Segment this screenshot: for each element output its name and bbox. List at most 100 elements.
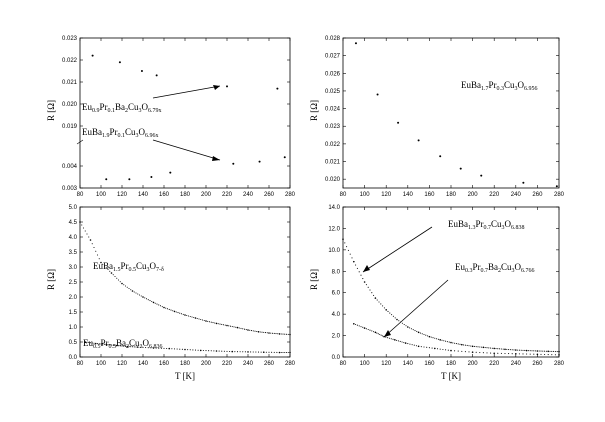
data-point	[130, 346, 132, 348]
data-point	[515, 352, 517, 355]
data-point	[139, 346, 141, 348]
data-point	[128, 346, 130, 348]
data-point	[392, 338, 394, 340]
data-point	[353, 260, 355, 263]
data-point	[263, 331, 265, 333]
data-point	[232, 162, 235, 165]
data-point	[210, 321, 212, 323]
data-point	[480, 174, 483, 177]
data-point	[218, 350, 220, 352]
data-point	[535, 350, 537, 352]
data-point	[202, 349, 204, 352]
data-point	[154, 302, 156, 304]
data-point	[515, 349, 517, 351]
data-point	[419, 332, 421, 334]
data-point	[502, 348, 504, 350]
data-point	[133, 291, 135, 293]
y-tick-label: 0.021	[325, 160, 341, 166]
annotation-label: EuBa1.3Pr0.7Cu3O6.838	[448, 219, 525, 231]
x-tick-label: 180	[446, 192, 457, 198]
data-point	[407, 326, 409, 328]
data-point	[486, 347, 488, 349]
data-point	[396, 339, 398, 341]
data-point	[376, 93, 379, 96]
data-point	[414, 330, 416, 332]
data-point	[247, 329, 249, 331]
data-point	[428, 335, 431, 338]
data-point	[257, 351, 260, 353]
data-point	[260, 351, 262, 353]
y-tick-label: 0.026	[325, 71, 341, 77]
data-point	[471, 351, 474, 353]
data-point	[100, 343, 102, 345]
data-point	[89, 342, 92, 344]
data-point	[149, 300, 151, 302]
data-point	[398, 320, 400, 322]
data-point	[457, 343, 459, 345]
data-point	[289, 351, 291, 354]
data-point	[249, 329, 251, 331]
data-point	[126, 286, 128, 288]
y-tick-label: 0.027	[325, 54, 341, 60]
data-point	[358, 271, 360, 273]
data-point	[443, 340, 445, 342]
data-point	[114, 275, 116, 278]
data-point	[151, 300, 153, 303]
data-point	[184, 348, 186, 351]
y-tick-label: 10.0	[328, 248, 340, 254]
data-point	[508, 348, 510, 351]
data-point	[150, 347, 152, 349]
data-point	[140, 295, 142, 297]
plot-frame	[342, 37, 560, 189]
data-point	[124, 285, 127, 287]
x-tick-label: 180	[180, 361, 191, 367]
data-point	[275, 333, 277, 335]
data-point	[98, 258, 100, 260]
data-point	[160, 347, 162, 349]
data-point	[280, 333, 282, 335]
data-point	[477, 346, 479, 348]
data-point	[194, 349, 197, 351]
data-point	[470, 345, 472, 347]
data-point	[493, 352, 496, 355]
x-tick-label: 140	[403, 361, 414, 367]
data-point	[430, 336, 432, 338]
data-point	[497, 352, 499, 354]
data-point	[221, 350, 223, 352]
data-point	[273, 332, 275, 335]
data-point	[235, 326, 237, 328]
x-tick-label: 180	[180, 192, 191, 198]
data-point	[417, 139, 420, 142]
data-point	[524, 349, 526, 352]
data-point	[131, 346, 134, 348]
y-tick-label: 14.0	[328, 205, 340, 211]
data-point	[479, 351, 481, 354]
data-point	[155, 347, 157, 349]
data-point	[407, 343, 409, 345]
x-tick-label: 280	[554, 192, 565, 198]
y-tick-label: 4.0	[332, 312, 341, 318]
data-point	[105, 267, 107, 269]
data-point	[493, 347, 496, 350]
x-tick-label: 80	[77, 361, 84, 367]
data-point	[504, 352, 506, 355]
data-point	[387, 337, 389, 339]
data-point	[355, 323, 357, 326]
data-point	[371, 292, 373, 294]
data-point	[268, 351, 270, 353]
data-point	[437, 338, 439, 340]
data-point	[282, 333, 284, 335]
y-tick-label: 0.025	[325, 89, 341, 95]
data-point	[88, 236, 90, 238]
x-tick-label: 100	[96, 361, 107, 367]
data-point	[210, 350, 212, 352]
data-point	[358, 325, 360, 327]
data-point	[238, 327, 240, 329]
data-point	[124, 345, 127, 347]
data-point	[117, 279, 120, 281]
data-point	[367, 328, 369, 331]
data-point	[367, 286, 369, 288]
data-point	[363, 281, 366, 283]
data-point	[432, 337, 434, 339]
